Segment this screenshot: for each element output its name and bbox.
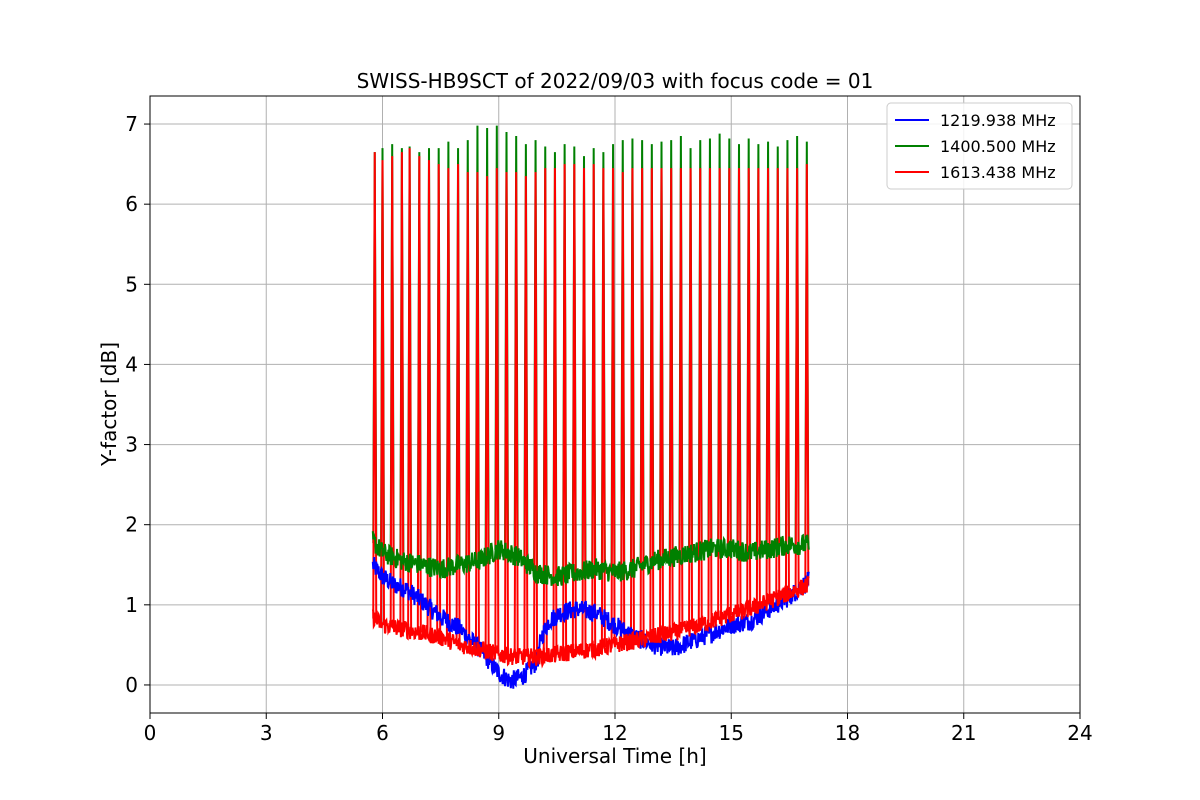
- red-spike: [533, 172, 539, 657]
- red-spike: [659, 168, 664, 636]
- red-spike: [380, 160, 385, 625]
- series-line-1: [371, 556, 810, 689]
- red-spike: [620, 172, 626, 644]
- red-spike: [436, 164, 442, 637]
- red-spike: [717, 168, 723, 619]
- series-line-2: [371, 531, 810, 587]
- red-spike: [407, 148, 413, 631]
- x-tick-label: 15: [719, 721, 744, 745]
- x-axis-label: Universal Time [h]: [523, 744, 706, 768]
- x-tick-label: 12: [602, 721, 627, 745]
- y-tick-label: 7: [125, 112, 138, 136]
- red-spike: [688, 168, 694, 628]
- red-spike: [678, 168, 684, 631]
- y-tick-label: 6: [125, 192, 138, 216]
- x-tick-label: 24: [1067, 721, 1092, 745]
- red-spike: [726, 168, 732, 616]
- red-spike: [465, 172, 471, 647]
- y-axis-label: Y-factor [dB]: [97, 342, 121, 467]
- red-spike: [610, 168, 616, 646]
- red-spike: [504, 172, 509, 656]
- red-spike: [571, 164, 577, 652]
- y-ticks: 0 1 2 3 4 5 6 7: [125, 112, 150, 697]
- legend-label: 1219.938 MHz: [940, 111, 1056, 130]
- y-tick-label: 0: [125, 673, 138, 697]
- red-spike: [775, 168, 781, 598]
- red-spike: [455, 164, 461, 645]
- red-spike: [445, 168, 451, 641]
- x-tick-label: 21: [951, 721, 976, 745]
- red-spike: [707, 168, 713, 622]
- red-spike: [600, 168, 606, 648]
- x-tick-label: 9: [492, 721, 505, 745]
- series-line-3: [371, 574, 810, 670]
- red-spike: [372, 152, 378, 619]
- red-spike: [513, 172, 519, 657]
- red-spike: [581, 168, 587, 651]
- red-spike: [755, 168, 761, 606]
- red-spike: [474, 172, 480, 649]
- y-tick-label: 3: [125, 433, 138, 457]
- red-spike: [804, 164, 810, 586]
- red-spike: [416, 156, 422, 633]
- red-spike: [399, 152, 405, 629]
- y-tick-label: 1: [125, 593, 138, 617]
- x-ticks: 0 3 6 9 12 15 18 21 24: [144, 713, 1093, 745]
- red-spike: [697, 168, 703, 625]
- y-tick-label: 5: [125, 272, 138, 296]
- red-spike: [649, 168, 655, 638]
- red-spike: [639, 168, 645, 640]
- chart-title: SWISS-HB9SCT of 2022/09/03 with focus co…: [357, 69, 874, 93]
- x-tick-label: 3: [260, 721, 273, 745]
- red-spike: [591, 164, 597, 650]
- red-spike: [736, 168, 742, 613]
- legend: 1219.938 MHz 1400.500 MHz 1613.438 MHz: [886, 102, 1073, 190]
- red-spike: [794, 168, 800, 590]
- red-spike: [389, 156, 395, 627]
- legend-label: 1613.438 MHz: [940, 163, 1056, 182]
- plot-area: [371, 125, 810, 689]
- red-spike: [562, 164, 568, 654]
- legend-label: 1400.500 MHz: [940, 137, 1056, 156]
- spike-group: [372, 125, 810, 657]
- red-spike: [542, 168, 548, 656]
- red-spike: [765, 168, 771, 602]
- y-tick-label: 2: [125, 513, 138, 537]
- red-spike: [784, 168, 790, 594]
- red-spike: [426, 160, 432, 635]
- red-spike: [668, 168, 674, 634]
- x-tick-label: 18: [835, 721, 860, 745]
- legend-box: [886, 102, 1073, 190]
- red-spike: [494, 168, 500, 654]
- red-spike: [523, 176, 529, 657]
- red-spike: [746, 168, 752, 610]
- red-spike: [484, 176, 490, 652]
- y-tick-label: 4: [125, 352, 138, 376]
- x-tick-label: 0: [144, 721, 157, 745]
- series-group: [371, 531, 810, 689]
- x-tick-label: 6: [376, 721, 389, 745]
- red-spike: [552, 168, 558, 655]
- red-spike: [629, 168, 635, 642]
